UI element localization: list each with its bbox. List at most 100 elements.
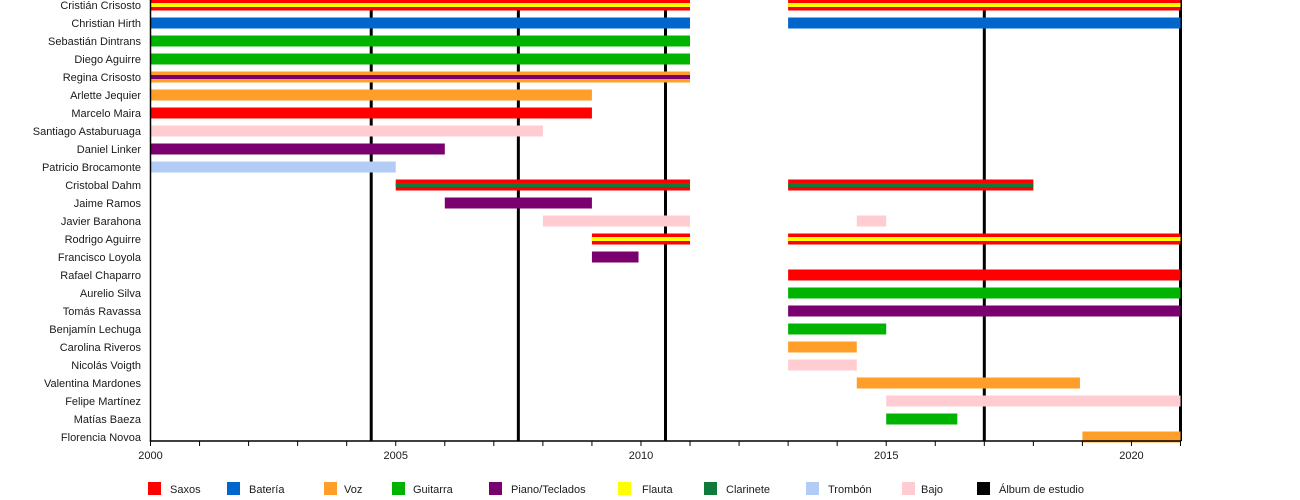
bar-stripe bbox=[150, 75, 691, 79]
x-tick-label: 2015 bbox=[874, 450, 898, 462]
bar-segment bbox=[856, 215, 887, 227]
member-name-label: Jaime Ramos bbox=[74, 198, 142, 210]
x-tick-label: 2005 bbox=[383, 450, 407, 462]
bar-segment bbox=[150, 125, 543, 137]
legend-label: Álbum de estudio bbox=[999, 483, 1084, 496]
legend-label: Piano/Teclados bbox=[511, 484, 586, 496]
member-bar bbox=[788, 0, 1181, 11]
legend-item: Bajo bbox=[902, 482, 943, 496]
legend-item: Saxos bbox=[148, 482, 201, 496]
bar-segment bbox=[886, 413, 958, 425]
legend-swatch bbox=[227, 482, 240, 495]
legend-label: Voz bbox=[344, 484, 362, 496]
member-name-label: Benjamín Lechuga bbox=[49, 324, 142, 336]
legend-swatch bbox=[392, 482, 405, 495]
legend-item: Trombón bbox=[806, 482, 872, 496]
bar-segment bbox=[150, 107, 592, 119]
member-bar bbox=[788, 341, 857, 353]
member-bar bbox=[788, 17, 1181, 29]
legend-label: Batería bbox=[249, 484, 285, 496]
legend: Saxos Batería Voz Guitarra Piano/Teclados Fla… bbox=[148, 482, 1084, 496]
x-tick-label: 2020 bbox=[1119, 450, 1143, 462]
legend-label: Trombón bbox=[828, 484, 872, 496]
member-name-label: Rodrigo Aguirre bbox=[65, 234, 141, 246]
bar-segment bbox=[886, 395, 1181, 407]
bar-segment bbox=[788, 305, 1181, 317]
member-bar bbox=[788, 269, 1181, 281]
album-lines bbox=[369, 0, 1182, 441]
member-bar bbox=[150, 35, 691, 47]
member-bar bbox=[788, 323, 887, 335]
member-bar bbox=[886, 395, 1181, 407]
member-name-label: Diego Aguirre bbox=[74, 54, 141, 66]
legend-label: Flauta bbox=[642, 484, 673, 496]
legend-item: Clarinete bbox=[704, 482, 770, 496]
member-name-labels: Cristián Crisosto Christian Hirth Sebastiá… bbox=[33, 0, 142, 444]
bar-segment bbox=[788, 287, 1181, 299]
bar-segment bbox=[444, 197, 592, 209]
member-bar bbox=[591, 233, 691, 245]
member-bar bbox=[150, 17, 691, 29]
legend-swatch bbox=[324, 482, 337, 495]
member-bar bbox=[856, 215, 887, 227]
bar-segment bbox=[542, 215, 691, 227]
member-name-label: Tomás Ravassa bbox=[63, 306, 142, 318]
legend-swatch bbox=[618, 482, 631, 495]
member-name-label: Cristián Crisosto bbox=[60, 0, 141, 12]
bar-stripe bbox=[788, 237, 1181, 241]
legend-item: Guitarra bbox=[392, 482, 454, 496]
bar-stripe bbox=[591, 237, 691, 241]
member-name-label: Francisco Loyola bbox=[58, 252, 142, 264]
member-bar bbox=[395, 179, 691, 191]
legend-swatch bbox=[704, 482, 717, 495]
legend-swatch bbox=[806, 482, 819, 495]
member-bar bbox=[150, 89, 592, 101]
bar-segment bbox=[150, 89, 592, 101]
member-bar bbox=[886, 413, 958, 425]
member-name-label: Valentina Mardones bbox=[44, 378, 142, 390]
bar-segment bbox=[788, 341, 857, 353]
member-bar bbox=[788, 359, 857, 371]
x-tick-label: 2010 bbox=[629, 450, 653, 462]
member-name-label: Christian Hirth bbox=[71, 18, 141, 30]
member-bar bbox=[150, 107, 592, 119]
legend-item: Flauta bbox=[618, 482, 673, 496]
bar-segment bbox=[150, 17, 691, 29]
member-bar bbox=[542, 215, 691, 227]
member-bar bbox=[788, 287, 1181, 299]
bar-segment bbox=[150, 35, 691, 47]
legend-label: Saxos bbox=[170, 484, 201, 496]
member-bar bbox=[591, 251, 639, 263]
member-name-label: Arlette Jequier bbox=[70, 90, 141, 102]
member-name-label: Aurelio Silva bbox=[80, 288, 142, 300]
member-bar bbox=[444, 197, 592, 209]
member-bars bbox=[150, 0, 1181, 443]
bar-segment bbox=[150, 53, 691, 65]
member-bar bbox=[788, 305, 1181, 317]
legend-swatch bbox=[148, 482, 161, 495]
bar-stripe bbox=[788, 3, 1181, 7]
member-name-label: Javier Barahona bbox=[61, 216, 142, 228]
legend-item: Piano/Teclados bbox=[489, 482, 586, 496]
axes: 2000 2005 2010 2015 2020 bbox=[138, 0, 1182, 462]
member-bar bbox=[150, 143, 445, 155]
legend-label: Bajo bbox=[921, 484, 943, 496]
legend-label: Guitarra bbox=[413, 484, 454, 496]
member-name-label: Daniel Linker bbox=[77, 144, 142, 156]
member-name-label: Nicolás Voigth bbox=[71, 360, 141, 372]
bar-segment bbox=[788, 359, 857, 371]
member-name-label: Felipe Martínez bbox=[65, 396, 141, 408]
member-name-label: Santiago Astaburuaga bbox=[33, 126, 142, 138]
member-name-label: Sebastián Dintrans bbox=[48, 36, 141, 48]
member-name-label: Florencia Novoa bbox=[61, 432, 142, 444]
member-name-label: Matías Baeza bbox=[74, 414, 142, 426]
bar-segment bbox=[788, 269, 1181, 281]
bar-segment bbox=[856, 377, 1080, 389]
member-name-label: Cristobal Dahm bbox=[65, 180, 141, 192]
member-bar bbox=[788, 179, 1034, 191]
member-bar bbox=[150, 161, 396, 173]
member-name-label: Patricio Brocamonte bbox=[42, 162, 141, 174]
member-bar bbox=[788, 233, 1181, 245]
bar-segment bbox=[788, 323, 887, 335]
